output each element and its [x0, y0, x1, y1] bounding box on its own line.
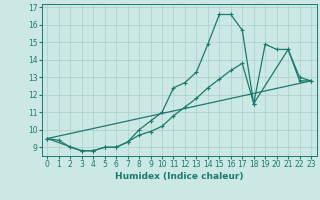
X-axis label: Humidex (Indice chaleur): Humidex (Indice chaleur) — [115, 172, 244, 181]
